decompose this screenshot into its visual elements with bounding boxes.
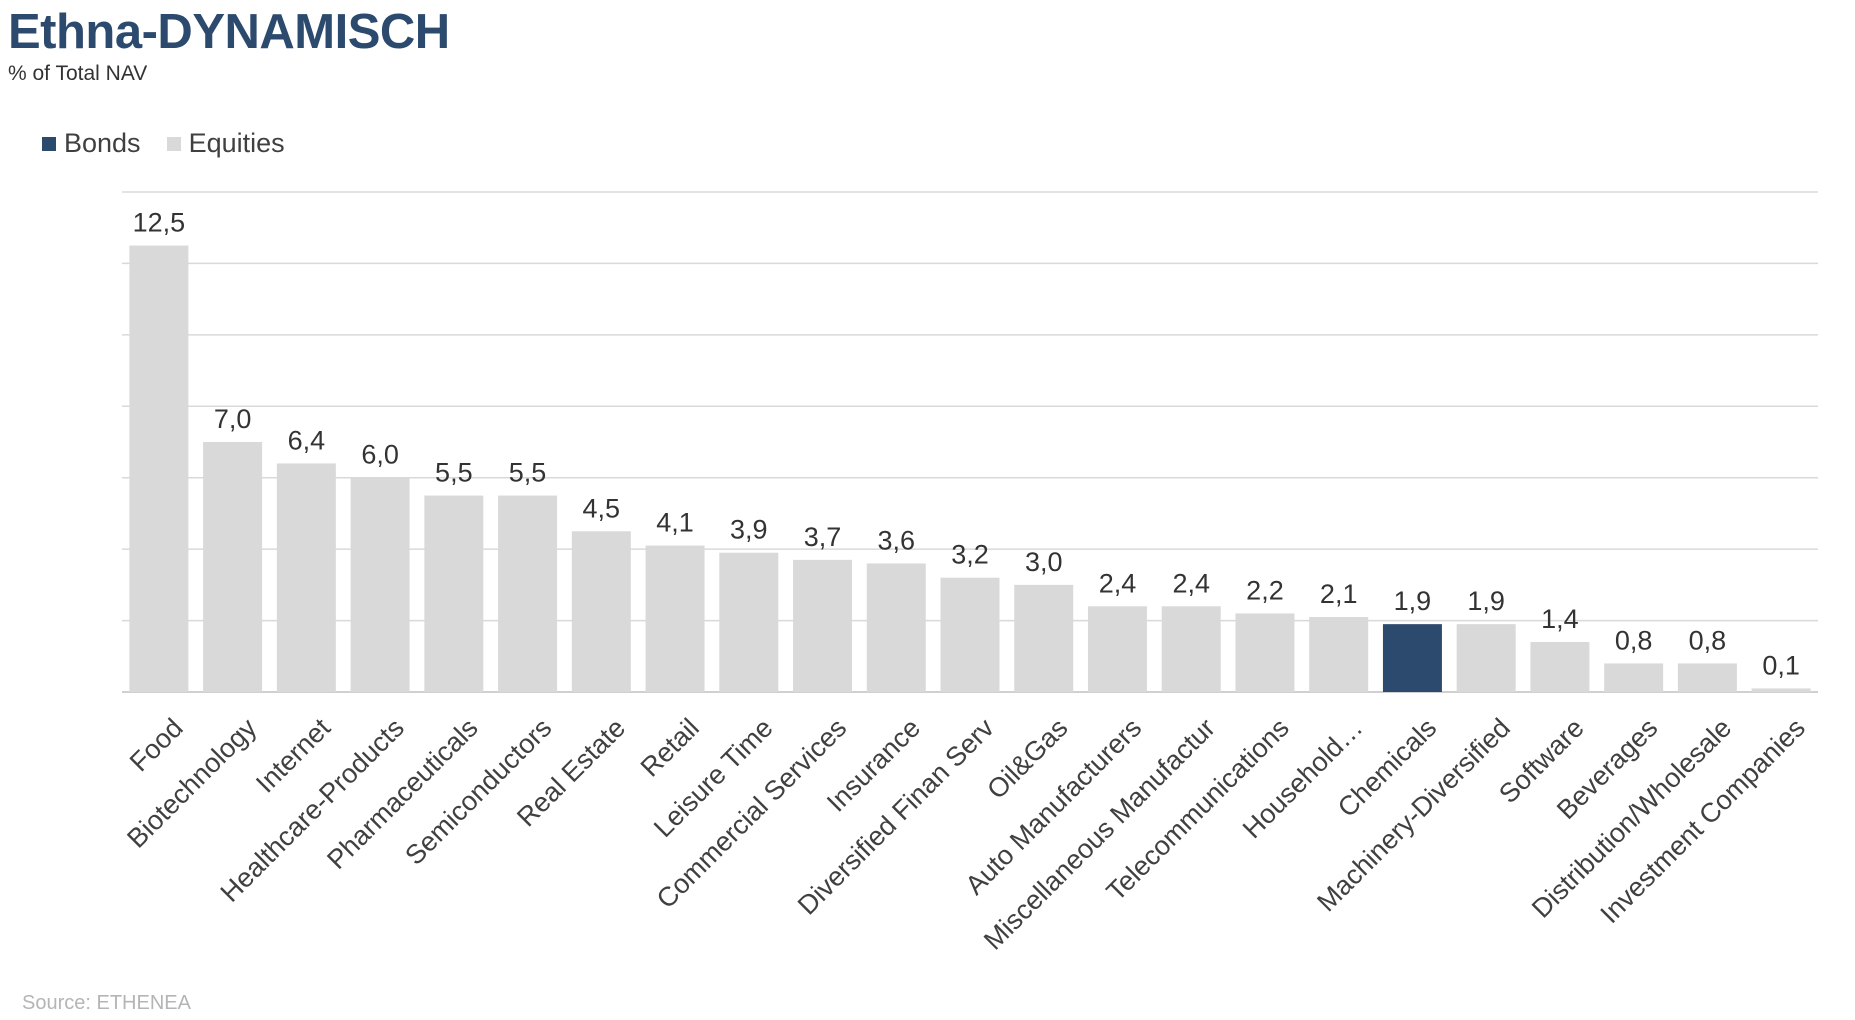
value-label: 7,0	[214, 404, 252, 434]
bar-14	[1161, 606, 1221, 692]
value-label: 3,6	[877, 525, 915, 555]
bar-21	[1677, 663, 1737, 692]
value-label: 3,7	[804, 522, 842, 552]
value-label: 12,5	[133, 208, 186, 238]
bar-13	[1087, 606, 1147, 692]
value-label: 3,9	[730, 515, 768, 545]
bar-8	[719, 552, 779, 692]
bar-16	[1309, 617, 1369, 692]
bar-17	[1382, 624, 1442, 692]
value-label: 6,0	[361, 440, 399, 470]
category-label: Food	[124, 713, 189, 778]
value-label: 4,1	[656, 508, 694, 538]
value-labels: 12,5 7,0 6,4 6,0 5,5 5,5 4,5 4,1 3,9 3,7 3,6 3,2 3,0…	[133, 208, 1800, 681]
value-label: 1,9	[1394, 586, 1432, 616]
legend-item-equities: Equities	[166, 128, 285, 159]
category-labels: FoodBiotechnologyInternetHealthcare-Prod…	[121, 712, 1811, 955]
bar-11	[940, 577, 1000, 692]
legend-label-equities: Equities	[188, 128, 285, 158]
source-note: Source: ETHENEA	[22, 992, 191, 1014]
bar-18	[1456, 624, 1516, 692]
bar-0	[129, 245, 189, 693]
value-label: 3,0	[1025, 547, 1063, 577]
bar-7	[645, 545, 705, 692]
legend-swatch-bonds	[42, 136, 56, 151]
value-label: 0,1	[1762, 650, 1800, 680]
bar-10	[866, 563, 926, 692]
bar-22	[1751, 688, 1811, 692]
bar-20	[1604, 663, 1664, 692]
bar-2	[276, 463, 336, 692]
value-label: 2,4	[1172, 568, 1210, 598]
value-label: 1,4	[1541, 604, 1579, 634]
value-label: 2,2	[1246, 575, 1284, 605]
chart-subtitle: % of Total NAV	[8, 62, 148, 85]
bar-3	[350, 477, 410, 692]
legend-item-bonds: Bonds	[42, 128, 141, 159]
value-label: 0,8	[1689, 625, 1727, 655]
legend-swatch-equities	[166, 136, 181, 151]
legend: Bonds Equities	[42, 128, 311, 159]
value-label: 0,8	[1615, 625, 1653, 655]
category-label: Retail	[635, 713, 705, 783]
bar-1	[203, 442, 263, 692]
bar-4	[424, 495, 484, 692]
bar-9	[793, 559, 853, 692]
chart-title: Ethna-DYNAMISCH	[8, 5, 450, 59]
bar-12	[1014, 584, 1074, 692]
bars	[129, 245, 1811, 693]
value-label: 3,2	[951, 540, 989, 570]
value-label: 4,5	[583, 493, 621, 523]
bar-6	[571, 531, 631, 692]
value-label: 5,5	[509, 458, 547, 488]
category-label: Biotechnology	[121, 712, 263, 854]
value-label: 5,5	[435, 458, 473, 488]
bar-5	[498, 495, 558, 692]
bar-15	[1235, 613, 1295, 692]
value-label: 2,1	[1320, 579, 1358, 609]
value-label: 6,4	[288, 425, 326, 455]
bar-19	[1530, 642, 1590, 692]
legend-label-bonds: Bonds	[64, 128, 141, 158]
value-label: 2,4	[1099, 568, 1137, 598]
value-label: 1,9	[1467, 586, 1505, 616]
